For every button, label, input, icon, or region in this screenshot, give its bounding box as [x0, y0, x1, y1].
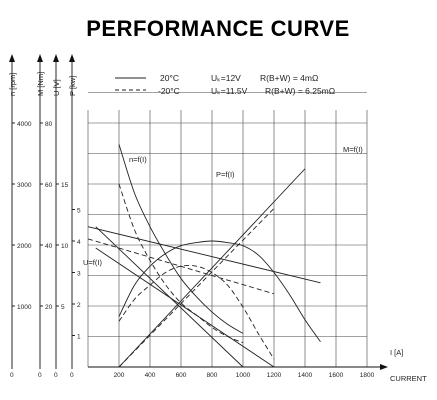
legend-solid-temp: 20°C — [160, 73, 179, 83]
legend-dashed-resistance: R(B+W) = 6.25mΩ — [265, 86, 335, 96]
series — [87, 144, 321, 368]
y-tick-label-P: 4 — [77, 239, 81, 246]
y-tick-label-n: 4000 — [17, 121, 32, 128]
y-axis-zero-U: 0 — [54, 372, 58, 379]
y-tick-label-M: 20 — [45, 304, 53, 311]
x-tick-label: 1200 — [267, 372, 282, 379]
y-axis-label-U: U [V] — [52, 79, 61, 96]
legend-dashed-voltage: Uₖ=11.5V — [211, 86, 248, 96]
y-axis-arrow-n — [9, 54, 15, 62]
x-tick-label: 1400 — [298, 372, 313, 379]
curve-label-m: M=f(I) — [343, 145, 363, 154]
legend-solid-resistance: R(B+W) = 4mΩ — [260, 73, 318, 83]
series-line-1 — [118, 183, 244, 344]
y-tick-label-M: 40 — [45, 243, 53, 250]
y-tick-label-n: 1000 — [17, 304, 32, 311]
x-tick-label: 200 — [114, 372, 125, 379]
curve-label-u: U=f(I) — [83, 258, 102, 267]
series-line-9 — [95, 247, 275, 368]
series-line-6 — [118, 168, 306, 368]
y-tick-label-U: 5 — [61, 304, 65, 311]
x-tick-label: 1600 — [329, 372, 344, 379]
y-tick-label-M: 60 — [45, 182, 53, 189]
grid — [87, 92, 368, 368]
y-axis-zero-n: 0 — [10, 372, 14, 379]
series-line-5 — [87, 238, 275, 295]
legend-solid-voltage: Uₖ=12V — [211, 73, 241, 83]
x-axis-label: I [A] — [390, 348, 403, 357]
y-tick-label-n: 3000 — [17, 182, 32, 189]
y-axis-zero-M: 0 — [38, 372, 42, 379]
x-tick-label: 400 — [145, 372, 156, 379]
series-line-7 — [118, 208, 275, 368]
y-tick-label-P: 2 — [77, 302, 81, 309]
legend-dashed-temp: -20°C — [158, 86, 180, 96]
y-axis-label-n: n [rpm] — [8, 73, 17, 96]
chart-title: PERFORMANCE CURVE — [86, 16, 350, 41]
y-tick-label-P: 5 — [77, 208, 81, 215]
series-line-2 — [118, 240, 321, 343]
x-tick-label: 1800 — [360, 372, 375, 379]
x-tick-label: 1000 — [236, 372, 251, 379]
y-axis-arrow-M — [37, 54, 43, 62]
x-tick-label: 600 — [176, 372, 187, 379]
x-axis-caption: CURRENT — [390, 374, 427, 383]
y-tick-label-M: 80 — [45, 121, 53, 128]
y-axis-label-M: M [Nm] — [36, 72, 45, 96]
series-line-4 — [87, 226, 321, 284]
y-axis-label-P: P [kw] — [68, 76, 77, 96]
legend: 20°C Uₖ=12V R(B+W) = 4mΩ -20°C Uₖ=11.5V … — [115, 73, 335, 96]
y-tick-label-P: 3 — [77, 271, 81, 278]
series-line-0 — [118, 144, 244, 334]
series-line-3 — [118, 264, 275, 360]
y-tick-label-n: 2000 — [17, 243, 32, 250]
y-axis-zero-P: 0 — [70, 372, 74, 379]
y-tick-label-P: 1 — [77, 334, 81, 341]
curve-label-n: n=f(I) — [129, 155, 147, 164]
x-tick-label: 800 — [207, 372, 218, 379]
y-tick-label-U: 15 — [61, 182, 69, 189]
y-tick-label-U: 10 — [61, 243, 69, 250]
x-axis-arrow — [380, 364, 388, 370]
y-axis-arrow-U — [53, 54, 59, 62]
curve-labels: n=f(I) P=f(I) U=f(I) M=f(I) — [83, 145, 363, 267]
curve-label-p: P=f(I) — [216, 170, 235, 179]
y-axis-arrow-P — [69, 54, 75, 62]
